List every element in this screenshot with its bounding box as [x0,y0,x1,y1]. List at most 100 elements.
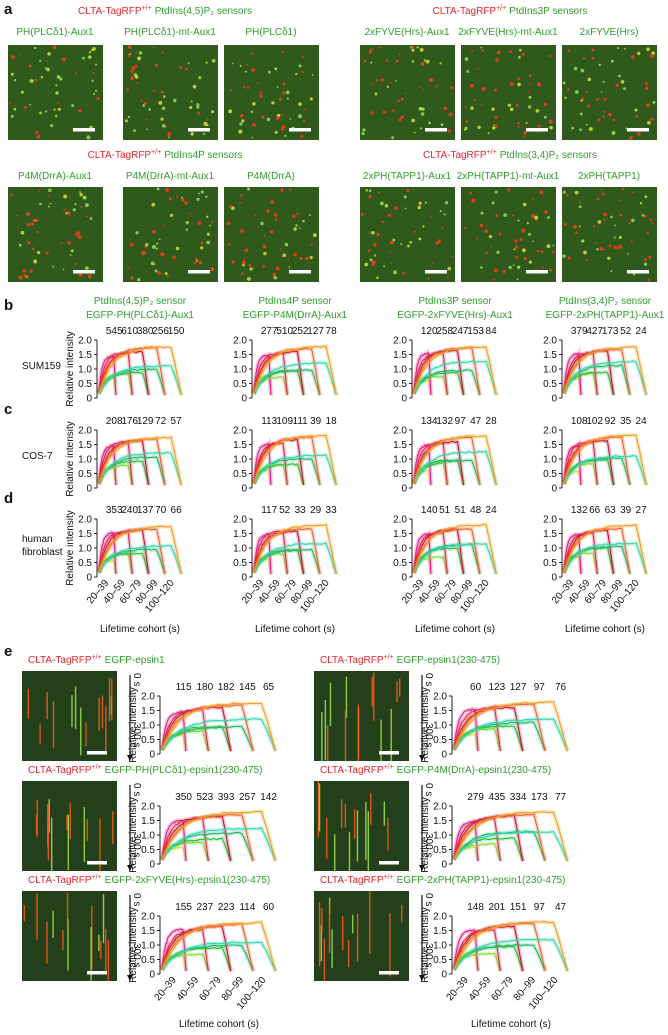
arrow-head [419,975,425,981]
y-tick-label: 0.5 [393,469,407,480]
puncta [465,120,469,123]
puncta [418,201,422,205]
puncta [282,82,286,86]
puncta [62,57,66,62]
puncta [548,119,553,124]
cohort-curve [563,524,647,575]
time-end: 300 s [423,723,434,747]
puncta [92,72,95,75]
puncta [632,191,635,194]
puncta [509,50,512,53]
puncta [176,195,179,198]
puncta [89,217,93,220]
puncta [585,258,589,262]
puncta [647,120,651,125]
y-tick-label: 0.5 [141,735,155,746]
image-label: P4M(DrrA) [247,171,295,182]
puncta [528,260,533,264]
puncta [522,248,526,253]
time-start: 0 s [131,673,142,686]
puncta [266,117,271,122]
puncta [287,258,290,260]
puncta [391,109,395,112]
cohort-count: 113 [261,416,277,427]
puncta [95,63,98,66]
puncta [39,202,42,206]
time-start: 0 s [423,783,434,796]
puncta [529,104,532,108]
micrograph [360,45,455,140]
puncta [206,124,209,127]
puncta [627,252,629,255]
cohort-count: 145 [239,682,256,693]
puncta [368,189,372,193]
puncta [637,51,641,55]
puncta [563,222,567,226]
scale-bar [379,861,399,865]
x-axis-label: Lifetime cohort (s) [255,624,335,635]
puncta [400,242,403,246]
cohort-curve [253,439,305,486]
y-tick-label: 0 [86,394,92,405]
y-axis-label: Relative intensity [420,687,431,763]
cohort-count: 47 [470,416,482,427]
cohort-curve [563,527,631,575]
cohort-count: 393 [218,792,235,803]
puncta [250,110,254,113]
puncta [284,242,289,247]
puncta [404,92,407,95]
puncta [579,112,583,116]
y-tick-label: 0 [86,484,92,495]
puncta [251,136,254,139]
y-axis-label: Relative intensity [65,510,76,586]
puncta [54,114,58,118]
puncta [84,203,89,207]
puncta [535,219,538,222]
cohort-curve [98,346,182,396]
puncta [72,208,76,212]
cohort-curve [563,346,647,396]
puncta [643,258,647,262]
puncta [259,91,263,94]
arrow-head [127,975,133,981]
cohort-curve [253,454,337,486]
puncta [299,256,303,260]
puncta [198,76,202,80]
y-tick-label: 2.0 [433,912,447,923]
cohort-count: 27 [636,505,648,516]
y-tick-label: 1.5 [233,350,247,361]
y-axis-label: Relative intensity [128,797,139,873]
y-tick-label: 2.0 [393,515,407,526]
panel-heading: CLTA-TagRFP+/+ EGFP-epsin1 [28,654,165,666]
y-axis-label: Relative intensity [128,907,139,983]
puncta [211,221,214,224]
time-end: 300 s [131,943,142,967]
cohort-curve [98,355,117,396]
cohort-curve [563,372,598,396]
puncta [129,242,134,247]
puncta [52,265,55,268]
cohort-curve [161,815,232,862]
panel-label: e [4,643,12,660]
puncta [239,201,242,204]
cohort-count: 277 [261,326,278,337]
cohort-curve [563,436,631,486]
cohort-curve [413,360,497,396]
image-label: 2xPH(TAPP1)-mt-Aux1 [457,171,560,182]
y-tick-label: 0 [401,484,407,495]
puncta [646,103,650,107]
puncta [416,46,419,49]
puncta [78,273,82,277]
cohort-count: 77 [555,792,567,803]
cohort-count: 70 [155,505,167,516]
puncta [47,205,50,208]
puncta [45,110,48,113]
panel-heading: CLTA-TagRFP+/+ PtdIns(4,5)P₂ sensors [78,5,252,17]
column-title: PtdIns(4,5)P₂ sensor [94,296,187,307]
puncta [623,47,626,50]
cohort-count: 151 [510,902,527,913]
puncta [441,226,444,229]
puncta [55,84,58,87]
puncta [422,88,425,91]
puncta [403,195,407,199]
